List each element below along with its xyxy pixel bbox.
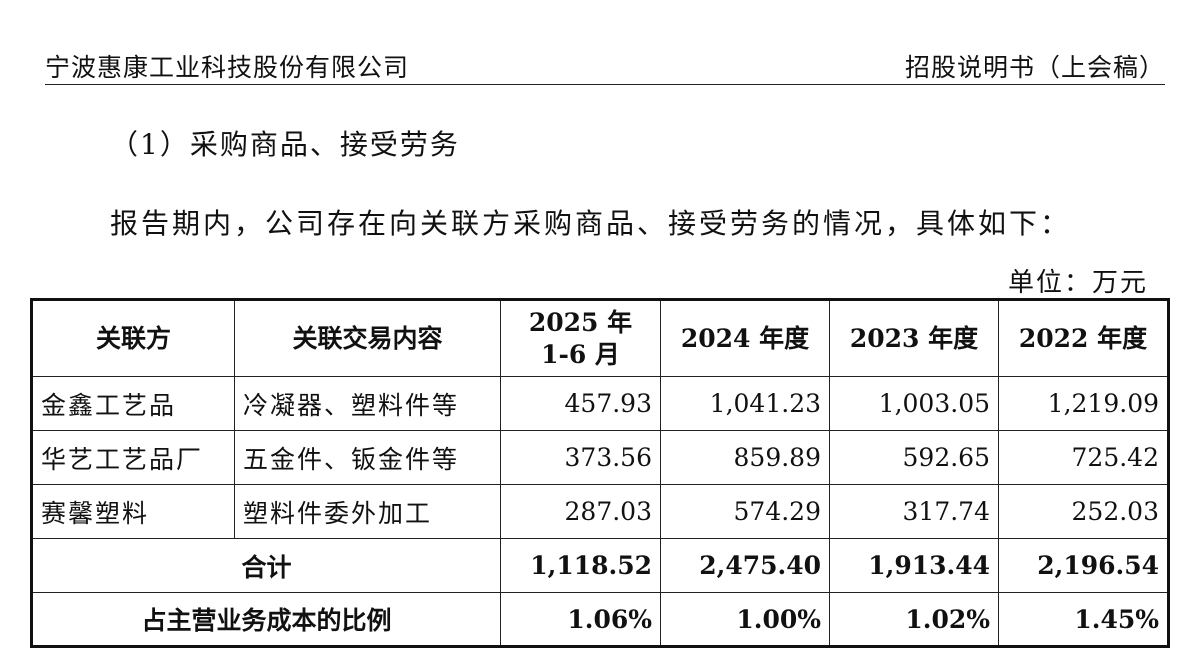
document-title: 招股说明书（上会稿） bbox=[904, 53, 1165, 82]
unit-label: 单位：万元 bbox=[1007, 268, 1148, 298]
total-row: 合计 1,118.52 2,475.40 1,913.44 2,196.54 bbox=[31, 538, 1169, 593]
content-cell: 塑料件委外加工 bbox=[234, 484, 501, 539]
party-cell: 赛馨塑料 bbox=[31, 484, 235, 539]
party-cell: 华艺工艺品厂 bbox=[31, 430, 235, 485]
header-party: 关联方 bbox=[31, 299, 235, 377]
header-2025h1: 2025 年 1-6 月 bbox=[500, 299, 661, 377]
related-party-purchase-table: 关联方 关联交易内容 2025 年 1-6 月 2024 年度 2023 年度 … bbox=[30, 298, 1170, 648]
content-cell: 冷凝器、塑料件等 bbox=[234, 376, 501, 431]
content-cell: 五金件、钣金件等 bbox=[234, 430, 501, 485]
total-2025-cell: 1,118.52 bbox=[500, 538, 661, 593]
ratio-2024-cell: 1.00% bbox=[660, 592, 830, 647]
value-2025-cell: 373.56 bbox=[500, 430, 661, 485]
intro-paragraph: 报告期内，公司存在向关联方采购商品、接受劳务的情况，具体如下： bbox=[110, 207, 1072, 240]
ratio-label: 占主营业务成本的比例 bbox=[31, 592, 501, 647]
value-2024-cell: 1,041.23 bbox=[660, 376, 830, 431]
value-2024-cell: 574.29 bbox=[660, 484, 830, 539]
table-row: 金鑫工艺品 冷凝器、塑料件等 457.93 1,041.23 1,003.05 … bbox=[31, 376, 1169, 431]
party-cell: 金鑫工艺品 bbox=[31, 376, 235, 431]
total-2023-cell: 1,913.44 bbox=[829, 538, 999, 593]
header-content: 关联交易内容 bbox=[234, 299, 501, 377]
page-header: 宁波惠康工业科技股份有限公司 招股说明书（上会稿） bbox=[45, 44, 1165, 85]
company-name: 宁波惠康工业科技股份有限公司 bbox=[45, 53, 410, 82]
header-2022: 2022 年度 bbox=[998, 299, 1169, 377]
total-2022-cell: 2,196.54 bbox=[998, 538, 1169, 593]
table-row: 华艺工艺品厂 五金件、钣金件等 373.56 859.89 592.65 725… bbox=[31, 430, 1169, 485]
ratio-2025-cell: 1.06% bbox=[500, 592, 661, 647]
value-2025-cell: 287.03 bbox=[500, 484, 661, 539]
ratio-2023-cell: 1.02% bbox=[829, 592, 999, 647]
section-title: （1）采购商品、接受劳务 bbox=[110, 128, 460, 161]
total-label: 合计 bbox=[31, 538, 501, 593]
header-2023: 2023 年度 bbox=[829, 299, 999, 377]
header-2024: 2024 年度 bbox=[660, 299, 830, 377]
table-header-row: 关联方 关联交易内容 2025 年 1-6 月 2024 年度 2023 年度 … bbox=[31, 299, 1169, 377]
value-2024-cell: 859.89 bbox=[660, 430, 830, 485]
header-2025h1-line2: 1-6 月 bbox=[541, 339, 620, 369]
ratio-2022-cell: 1.45% bbox=[998, 592, 1169, 647]
value-2023-cell: 1,003.05 bbox=[829, 376, 999, 431]
value-2022-cell: 1,219.09 bbox=[998, 376, 1169, 431]
value-2022-cell: 252.03 bbox=[998, 484, 1169, 539]
value-2022-cell: 725.42 bbox=[998, 430, 1169, 485]
table-row: 赛馨塑料 塑料件委外加工 287.03 574.29 317.74 252.03 bbox=[31, 484, 1169, 539]
total-2024-cell: 2,475.40 bbox=[660, 538, 830, 593]
ratio-row: 占主营业务成本的比例 1.06% 1.00% 1.02% 1.45% bbox=[31, 592, 1169, 647]
value-2025-cell: 457.93 bbox=[500, 376, 661, 431]
value-2023-cell: 317.74 bbox=[829, 484, 999, 539]
header-2025h1-line1: 2025 年 bbox=[528, 307, 633, 337]
value-2023-cell: 592.65 bbox=[829, 430, 999, 485]
